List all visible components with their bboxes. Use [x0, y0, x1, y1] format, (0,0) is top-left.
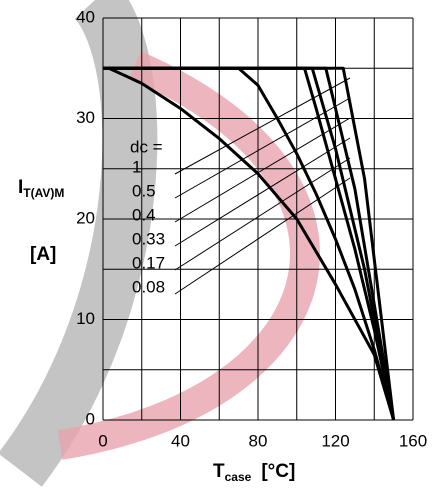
y-unit: [A] [30, 244, 56, 265]
legend-label: 0.08 [132, 277, 165, 296]
data-line [108, 66, 396, 421]
x-label-sub: case [225, 470, 252, 484]
data-line [103, 66, 396, 421]
legend-label: 0.33 [132, 229, 165, 248]
x-tick-label: 40 [171, 431, 190, 450]
leader-line [174, 117, 351, 223]
watermark-arc [57, 51, 320, 460]
x-label-unit: [°C] [261, 461, 295, 482]
y-tick-label: 10 [76, 309, 95, 328]
x-label: Tcase [°C] [213, 461, 295, 484]
legend-label: 0.4 [132, 205, 156, 224]
x-tick-label: 120 [321, 431, 349, 450]
y-label: IT(AV)M [18, 177, 64, 200]
y-tick-label: 30 [76, 108, 95, 127]
y-tick-label: 40 [76, 7, 95, 26]
x-tick-label: 160 [399, 431, 427, 450]
leader-line [174, 77, 351, 175]
watermark-arc [0, 0, 158, 487]
legend-label: 1 [132, 157, 141, 176]
y-label-main: I [18, 177, 23, 198]
leader-line [174, 137, 351, 247]
legend-title: dc = [130, 137, 163, 156]
x-tick-label: 0 [98, 431, 107, 450]
x-tick-label: 80 [249, 431, 268, 450]
legend-label: 0.17 [132, 253, 165, 272]
y-tick-label: 0 [86, 409, 95, 428]
leader-line [174, 177, 351, 295]
y-tick-label: 20 [76, 208, 95, 227]
y-label-sub: T(AV)M [23, 186, 64, 200]
data-line [103, 66, 396, 421]
leader-line [174, 97, 351, 199]
legend-label: 0.5 [132, 181, 156, 200]
x-label-main: T [213, 461, 225, 482]
leader-line [174, 157, 351, 271]
